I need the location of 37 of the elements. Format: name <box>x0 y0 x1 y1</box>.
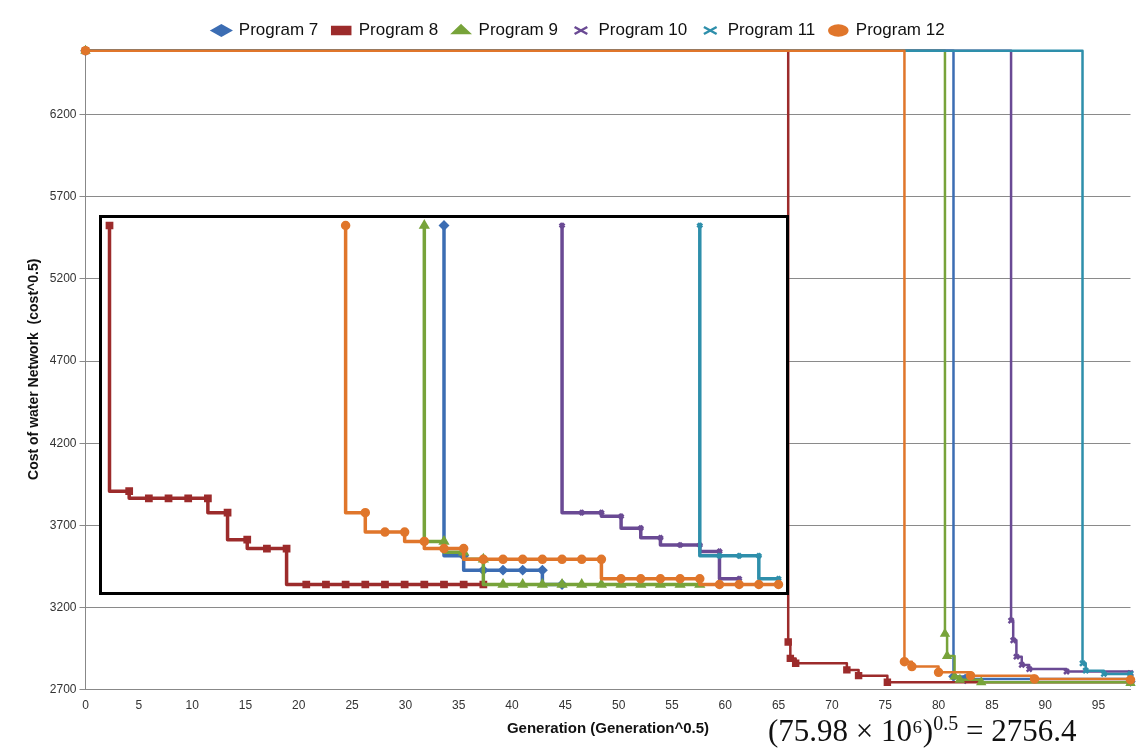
x-tick-label: 5 <box>135 698 143 713</box>
x-tick-label: 50 <box>611 698 626 713</box>
y-tick-label: 5700 <box>49 189 77 204</box>
x-tick-label: 15 <box>238 698 253 713</box>
y-tick-label: 2700 <box>49 681 77 696</box>
x-tick-label: 20 <box>292 698 306 713</box>
x-tick-label: 0 <box>82 698 90 713</box>
x-tick-label: 45 <box>558 698 573 713</box>
x-tick-label: 35 <box>452 698 466 713</box>
x-tick-label: 25 <box>345 698 360 713</box>
legend-label: Program 8 <box>358 20 439 40</box>
x-tick-label: 70 <box>825 698 839 713</box>
x-tick-label: 80 <box>931 698 946 713</box>
legend-label: Program 7 <box>238 20 319 40</box>
y-tick-label: 4200 <box>49 435 77 450</box>
x-tick-label: 90 <box>1038 698 1053 713</box>
x-tick-label: 60 <box>718 698 733 713</box>
x-tick-label: 55 <box>665 698 679 713</box>
y-tick-label: 6200 <box>49 107 77 122</box>
y-tick-label: 3200 <box>49 599 77 614</box>
x-tick-label: 75 <box>878 698 893 713</box>
x-tick-label: 85 <box>985 698 999 713</box>
legend-label: Program 10 <box>598 20 688 40</box>
x-tick-label: 95 <box>1091 698 1106 713</box>
legend-label: Program 11 <box>727 20 816 40</box>
legend-label: Program 9 <box>478 20 558 40</box>
x-tick-label: 10 <box>185 698 200 713</box>
y-tick-label: 4700 <box>49 353 77 368</box>
x-tick-label: 65 <box>771 698 786 713</box>
legend-label: Program 12 <box>855 20 945 40</box>
x-axis-title: Generation (Generation^0.5) <box>506 719 710 737</box>
y-tick-label: 3700 <box>49 517 77 532</box>
text: (75.98 × 10⁶)$^{0.5}$ = 2756.4 <box>768 712 1077 750</box>
x-tick-label: 30 <box>398 698 413 713</box>
y-tick-label: 5200 <box>49 271 77 286</box>
y-axis-title: Cost of water Network (cost^0.5) <box>25 258 42 480</box>
x-tick-label: 40 <box>505 698 520 713</box>
